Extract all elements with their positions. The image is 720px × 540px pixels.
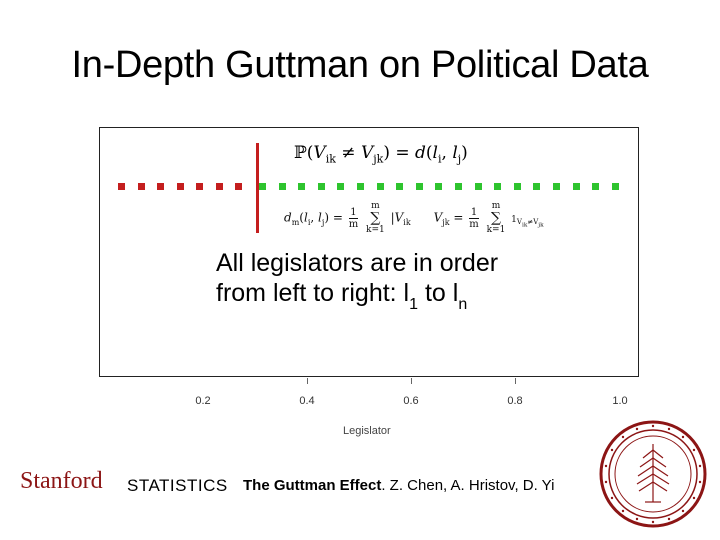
callout-line-1: All legislators are in order [216, 249, 499, 277]
callout-text: All legislators are in order from left t… [216, 248, 498, 320]
x-tick-label: 0.2 [195, 395, 211, 407]
dot-marker [592, 183, 600, 190]
x-axis-ticks [0, 378, 720, 390]
x-axis-label: Legislator [343, 425, 391, 437]
tick-mark [515, 378, 516, 384]
x-tick-label: 0.8 [507, 395, 523, 407]
dot-marker [357, 183, 364, 190]
dot-marker [337, 183, 345, 190]
x-tick-label: 0.4 [299, 395, 315, 407]
callout-line-2: from left to right: l1 to ln [216, 279, 468, 313]
dot-marker [235, 183, 242, 190]
dot-marker [611, 183, 619, 190]
dot-marker [298, 183, 306, 190]
slide-title: In-Depth Guttman on Political Data [71, 44, 649, 86]
dot-marker [376, 183, 384, 190]
dot-marker [118, 183, 125, 190]
probability-formula-text: ℙ(Vik ≠ Vjk) = d(li, lj) [294, 143, 468, 166]
dot-marker [137, 183, 145, 190]
x-tick-label: 0.6 [403, 395, 419, 407]
dot-marker [474, 183, 482, 190]
dot-marker [455, 183, 462, 190]
dot-marker [215, 183, 223, 190]
dot-marker [553, 183, 560, 190]
dot-marker [415, 183, 423, 190]
dot-marker [176, 183, 184, 190]
footer-credit: The Guttman Effect. Z. Chen, A. Hristov,… [243, 477, 555, 494]
sum-symbol-2: m ∑ k=1 [486, 201, 506, 235]
statistics-wordmark: STATISTICS [127, 476, 228, 495]
dot-marker [396, 183, 404, 190]
dot-marker [259, 183, 266, 190]
red-divider-line [256, 143, 259, 233]
dot-marker [533, 183, 541, 190]
dot-marker [494, 183, 502, 190]
tick-mark [411, 378, 412, 384]
probability-formula: ℙ(Vik ≠ Vjk) = d(li, lj) [294, 143, 468, 165]
dot-marker [435, 183, 443, 190]
dot-marker [513, 183, 521, 190]
figure-frame [99, 127, 639, 377]
dot-marker [157, 183, 164, 190]
dot-marker [196, 183, 203, 190]
dot-marker [278, 183, 286, 190]
sum-symbol: m ∑ k=1 [366, 201, 385, 235]
x-tick-label: 1.0 [612, 395, 628, 407]
tick-mark [307, 378, 308, 384]
stanford-seal-logo [599, 420, 707, 528]
dot-marker [572, 183, 580, 190]
stanford-wordmark: Stanford [20, 468, 103, 494]
dot-marker [317, 183, 325, 190]
